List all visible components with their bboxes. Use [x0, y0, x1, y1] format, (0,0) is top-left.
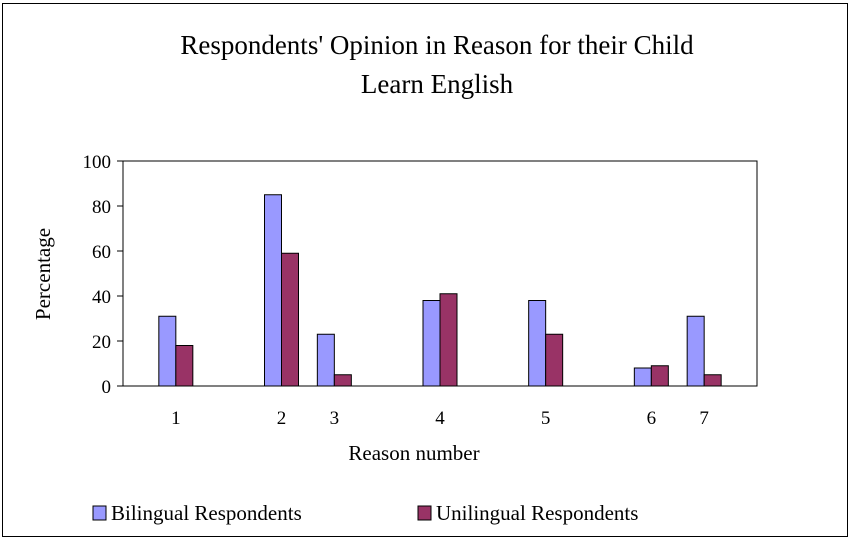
bar-unilingual-reason-5	[545, 333, 564, 387]
bars	[158, 194, 722, 387]
legend-label-bilingual: Bilingual Respondents	[111, 501, 302, 525]
y-tick-label: 100	[83, 152, 112, 173]
y-tick-label: 80	[92, 197, 111, 218]
bar-bilingual-reason-1	[158, 315, 177, 387]
x-axis-ticks: 1 2 3 4 5 6 7	[171, 408, 709, 429]
bar-unilingual-reason-3	[333, 374, 352, 387]
legend: Bilingual Respondents Unilingual Responde…	[92, 501, 638, 525]
y-axis-ticks: 0 20 40 60 80 100	[83, 152, 123, 398]
bar-bilingual-reason-2	[264, 194, 282, 387]
bar-bilingual-reason-5	[528, 300, 547, 387]
bar-unilingual-reason-6	[650, 365, 669, 387]
legend-swatch-unilingual	[417, 505, 432, 521]
bar-bilingual-reason-7	[686, 315, 705, 387]
bar-bilingual-reason-6	[633, 367, 652, 387]
bar-bilingual-reason-3	[316, 333, 335, 387]
bar-unilingual-reason-1	[175, 345, 194, 387]
bar-bilingual-reason-4	[422, 300, 441, 387]
x-tick-label: 7	[699, 408, 709, 429]
bar-unilingual-reason-4	[439, 293, 458, 387]
legend-label-unilingual: Unilingual Respondents	[436, 501, 638, 525]
x-tick-label: 3	[330, 408, 340, 429]
x-axis-label: Reason number	[348, 441, 479, 465]
y-axis-label: Percentage	[31, 228, 55, 320]
chart-frame: Respondents' Opinion in Reason for their…	[2, 3, 848, 537]
x-tick-label: 6	[647, 408, 657, 429]
y-tick-label: 0	[102, 377, 112, 398]
x-tick-label: 5	[541, 408, 551, 429]
x-tick-label: 1	[171, 408, 181, 429]
x-tick-label: 2	[277, 408, 287, 429]
y-tick-label: 20	[92, 332, 111, 353]
bar-unilingual-reason-2	[281, 252, 299, 387]
y-tick-label: 60	[92, 242, 111, 263]
chart-title-line-2: Learn English	[361, 69, 514, 99]
x-tick-label: 4	[435, 408, 445, 429]
legend-swatch-bilingual	[92, 505, 107, 521]
y-tick-label: 40	[92, 287, 111, 308]
bar-chart: Respondents' Opinion in Reason for their…	[31, 30, 758, 525]
bar-unilingual-reason-7	[703, 374, 722, 387]
chart-title-line-1: Respondents' Opinion in Reason for their…	[180, 30, 694, 60]
